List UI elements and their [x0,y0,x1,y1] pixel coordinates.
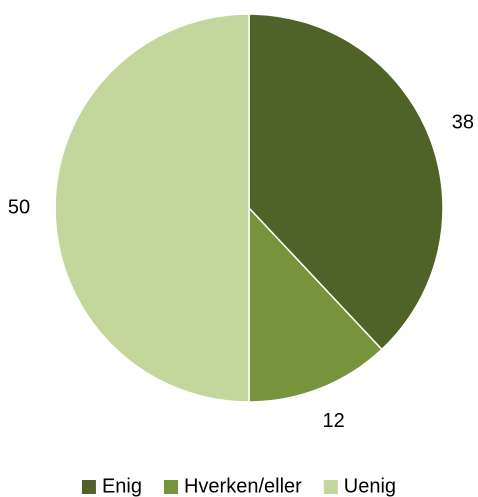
legend-swatch [323,480,338,494]
legend-label: Uenig [344,475,396,497]
pie-slice [248,13,444,351]
pie-slice [248,206,383,403]
data-label: 12 [323,410,345,432]
legend-label: Hverken/eller [184,475,302,497]
data-label: 50 [8,196,30,218]
legend-swatch [81,480,96,494]
data-label: 38 [452,112,474,134]
pie-slice [54,13,250,403]
legend-label: Enig [102,475,142,497]
legend-swatch [163,480,178,494]
